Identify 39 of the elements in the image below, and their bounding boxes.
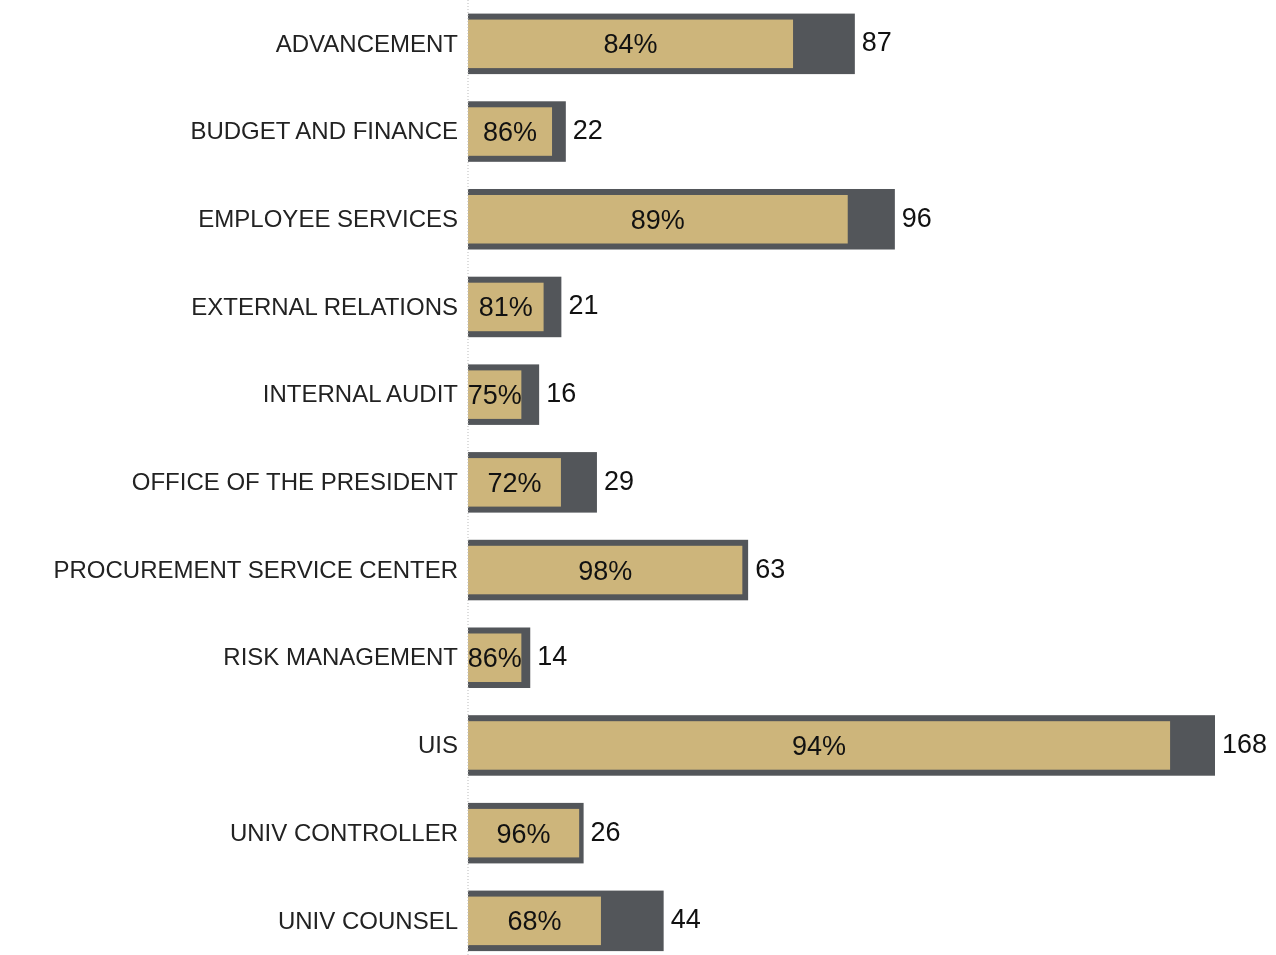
annotation: 94% <box>792 730 847 761</box>
data-label: 16 <box>546 378 577 409</box>
annotation: 89% <box>630 204 685 235</box>
data-label: 29 <box>603 465 634 496</box>
y-tick-label: INTERNAL AUDIT <box>262 380 459 408</box>
bar <box>468 19 794 69</box>
y-tick-label: UIS <box>417 731 458 759</box>
y-tick-label: RISK MANAGEMENT <box>223 643 459 671</box>
data-label: 96 <box>901 202 932 233</box>
data-label: 44 <box>670 904 701 935</box>
annotation: 75% <box>467 380 522 411</box>
annotation: 84% <box>603 29 658 60</box>
data-label: 26 <box>590 816 621 847</box>
data-label: 168 <box>1222 728 1268 759</box>
annotation: 68% <box>507 906 562 937</box>
data-label: 63 <box>755 553 786 584</box>
y-tick-label: UNIV CONTROLLER <box>229 818 458 846</box>
data-label: 87 <box>861 27 892 58</box>
y-tick-label: BUDGET AND FINANCE <box>190 117 458 145</box>
annotation: 86% <box>483 117 538 147</box>
y-tick-label: UNIV COUNSEL <box>277 906 458 934</box>
annotation: 72% <box>487 467 542 498</box>
annotation: 81% <box>478 292 533 323</box>
y-tick-label: PROCUREMENT SERVICE CENTER <box>53 555 458 583</box>
data-label: 21 <box>568 290 599 321</box>
y-tick-label: EXTERNAL RELATIONS <box>191 292 458 320</box>
bar <box>468 721 1171 770</box>
bar <box>468 896 601 946</box>
bar <box>468 458 561 507</box>
annotation: 96% <box>496 818 551 849</box>
annotation: 86% <box>467 643 522 674</box>
bar <box>468 194 848 244</box>
y-tick-label: EMPLOYEE SERVICES <box>198 204 458 232</box>
y-tick-label: OFFICE OF THE PRESIDENT <box>131 468 459 496</box>
data-label: 22 <box>572 115 603 145</box>
y-tick-label: ADVANCEMENT <box>275 29 459 57</box>
data-label: 14 <box>537 641 568 672</box>
annotation: 98% <box>578 555 633 586</box>
bar <box>468 545 743 595</box>
